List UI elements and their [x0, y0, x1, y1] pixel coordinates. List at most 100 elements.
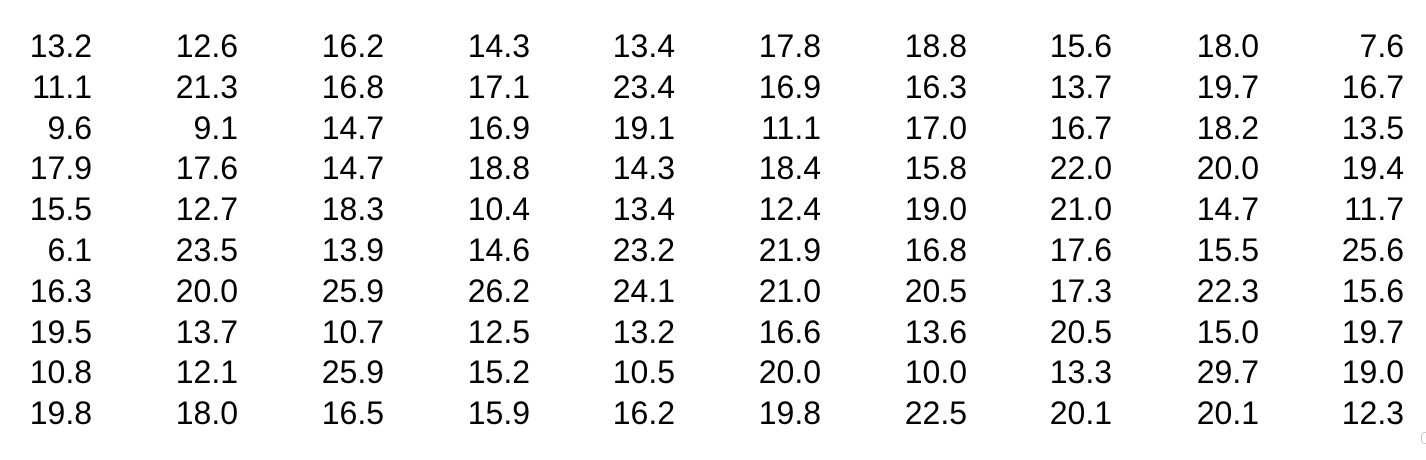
- table-cell: 13.6: [904, 313, 967, 350]
- table-row: 6.1 23.5 13.9 14.6 23.2 21.9 16.8 17.6 15.5 25.6: [0, 230, 1404, 271]
- table-cell: 20.0: [175, 272, 238, 309]
- table-row: 9.6 9.1 14.7 16.9 19.1 11.1 17.0 16.7 18.2 13.5: [0, 108, 1404, 149]
- table-cell: 18.8: [467, 150, 530, 187]
- table-cell: 29.7: [1196, 354, 1259, 391]
- table-cell: 23.4: [612, 68, 675, 105]
- table-cell: 13.2: [29, 28, 92, 64]
- table-cell: 15.6: [1049, 28, 1112, 64]
- table-cell: 12.3: [1341, 395, 1404, 432]
- resize-handle-icon: [1421, 432, 1426, 444]
- table-cell: 25.9: [321, 354, 384, 391]
- table-cell: 12.7: [175, 191, 238, 228]
- table-cell: 23.2: [612, 231, 675, 268]
- table-cell: 13.4: [612, 28, 675, 64]
- table-cell: 12.4: [758, 191, 821, 228]
- table-cell: 16.6: [758, 313, 821, 350]
- table-cell: 17.9: [29, 150, 92, 187]
- table-row: 11.1 21.3 16.8 17.1 23.4 16.9 16.3 13.7 19.7 16.7: [0, 67, 1404, 108]
- table-cell: 13.4: [612, 191, 675, 228]
- table-cell: 14.7: [321, 150, 384, 187]
- table-cell: 24.1: [612, 272, 675, 309]
- table-cell: 13.7: [1049, 68, 1112, 105]
- table-cell: 16.8: [321, 68, 384, 105]
- table-cell: 13.5: [1341, 109, 1404, 146]
- table-cell: 19.7: [1196, 68, 1259, 105]
- data-table: 13.2 12.6 16.2 14.3 13.4 17.8 18.8 15.6 18.0 7.6 1…: [0, 26, 1404, 434]
- table-cell: 13.2: [612, 313, 675, 350]
- table-cell: 15.0: [1196, 313, 1259, 350]
- table-cell: 15.5: [1196, 231, 1259, 268]
- table-cell: 13.3: [1049, 354, 1112, 391]
- table-cell: 16.7: [1049, 109, 1112, 146]
- table-cell: 17.8: [758, 28, 821, 64]
- table-cell: 7.6: [1359, 28, 1404, 64]
- table-cell: 20.0: [1196, 150, 1259, 187]
- table-cell: 12.1: [175, 354, 238, 391]
- table-cell: 25.6: [1341, 231, 1404, 268]
- table-cell: 19.7: [1341, 313, 1404, 350]
- table-cell: 10.8: [29, 354, 92, 391]
- table-cell: 11.1: [32, 68, 92, 105]
- table-cell: 18.2: [1196, 109, 1259, 146]
- table-cell: 14.3: [467, 28, 530, 64]
- table-cell: 22.3: [1196, 272, 1259, 309]
- table-cell: 9.1: [193, 109, 238, 146]
- table-cell: 12.5: [467, 313, 530, 350]
- table-body: 13.2 12.6 16.2 14.3 13.4 17.8 18.8 15.6 18.0 7.6 1…: [0, 26, 1404, 434]
- table-cell: 19.0: [1341, 354, 1404, 391]
- table-cell: 16.3: [904, 68, 967, 105]
- table-cell: 14.3: [612, 150, 675, 187]
- table-cell: 10.7: [321, 313, 384, 350]
- table-cell: 19.0: [904, 191, 967, 228]
- table-cell: 19.8: [29, 395, 92, 432]
- table-cell: 21.0: [1049, 191, 1112, 228]
- table-cell: 17.0: [904, 109, 967, 146]
- table-cell: 19.8: [758, 395, 821, 432]
- table-cell: 16.8: [904, 231, 967, 268]
- table-cell: 14.7: [1196, 191, 1259, 228]
- table-cell: 19.1: [612, 109, 675, 146]
- table-cell: 20.0: [758, 354, 821, 391]
- table-cell: 20.5: [904, 272, 967, 309]
- table-cell: 16.9: [758, 68, 821, 105]
- table-row: 19.5 13.7 10.7 12.5 13.2 16.6 13.6 20.5 15.0 19.7: [0, 312, 1404, 353]
- table-cell: 25.9: [321, 272, 384, 309]
- table-cell: 16.3: [29, 272, 92, 309]
- table-cell: 16.7: [1341, 68, 1404, 105]
- table-cell: 21.0: [758, 272, 821, 309]
- table-row: 19.8 18.0 16.5 15.9 16.2 19.8 22.5 20.1 20.1 12.3: [0, 393, 1404, 434]
- table-cell: 13.7: [175, 313, 238, 350]
- table-cell: 14.6: [467, 231, 530, 268]
- table-cell: 21.3: [175, 68, 238, 105]
- table-cell: 16.2: [321, 28, 384, 64]
- table-cell: 18.4: [758, 150, 821, 187]
- table-row: 13.2 12.6 16.2 14.3 13.4 17.8 18.8 15.6 18.0 7.6: [0, 26, 1404, 67]
- table-cell: 10.4: [467, 191, 530, 228]
- table-cell: 19.5: [29, 313, 92, 350]
- table-cell: 18.3: [321, 191, 384, 228]
- table-cell: 9.6: [47, 109, 92, 146]
- table-cell: 20.1: [1196, 395, 1259, 432]
- table-row: 10.8 12.1 25.9 15.2 10.5 20.0 10.0 13.3 29.7 19.0: [0, 352, 1404, 393]
- table-cell: 17.1: [467, 68, 530, 105]
- table-cell: 15.2: [467, 354, 530, 391]
- table-row: 17.9 17.6 14.7 18.8 14.3 18.4 15.8 22.0 20.0 19.4: [0, 148, 1404, 189]
- table-cell: 10.0: [904, 354, 967, 391]
- table-cell: 17.6: [175, 150, 238, 187]
- table-cell: 18.8: [904, 28, 967, 64]
- table-cell: 17.6: [1049, 231, 1112, 268]
- table-cell: 16.9: [467, 109, 530, 146]
- table-cell: 6.1: [47, 231, 92, 268]
- table-cell: 20.1: [1049, 395, 1112, 432]
- table-cell: 23.5: [175, 231, 238, 268]
- table-row: 16.3 20.0 25.9 26.2 24.1 21.0 20.5 17.3 22.3 15.6: [0, 271, 1404, 312]
- table-cell: 22.5: [904, 395, 967, 432]
- table-cell: 18.0: [175, 395, 238, 432]
- table-row: 15.5 12.7 18.3 10.4 13.4 12.4 19.0 21.0 14.7 11.7: [0, 189, 1404, 230]
- table-cell: 15.6: [1341, 272, 1404, 309]
- table-cell: 15.8: [904, 150, 967, 187]
- table-cell: 12.6: [175, 28, 238, 64]
- table-cell: 16.5: [321, 395, 384, 432]
- table-cell: 13.9: [321, 231, 384, 268]
- table-cell: 20.5: [1049, 313, 1112, 350]
